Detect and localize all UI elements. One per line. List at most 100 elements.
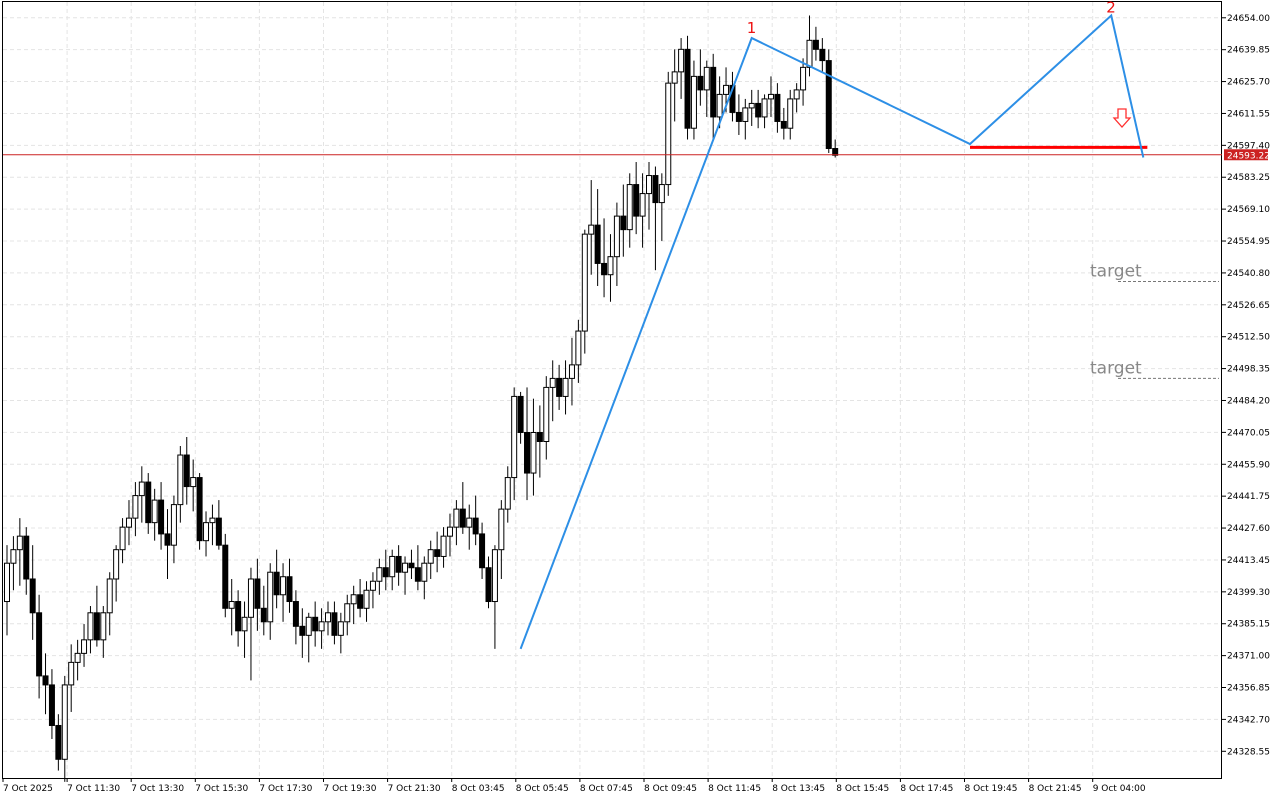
candle-body <box>466 517 473 528</box>
current-price-value: 24593.22 <box>1227 151 1270 161</box>
candle-body <box>81 639 88 654</box>
candle-body <box>23 535 30 580</box>
y-axis: 24654.00 24639.85 24625.70 24611.55 24597.40… <box>1222 14 1270 757</box>
plot-area-border <box>2 1 1222 779</box>
candle-body <box>119 526 126 551</box>
candle-body <box>581 233 588 332</box>
candle-body <box>395 555 402 573</box>
y-tick-label: 24611.55 <box>1227 109 1270 119</box>
candle-body <box>511 395 518 479</box>
candle-body <box>633 184 640 217</box>
candle-body <box>363 589 370 609</box>
candle-body <box>170 504 177 546</box>
y-tick-label: 24639.85 <box>1227 46 1270 56</box>
candle-body <box>498 508 505 551</box>
candle-body <box>93 612 100 641</box>
y-tick-label: 24625.70 <box>1227 78 1270 88</box>
target-label-1: target <box>1090 261 1142 281</box>
x-tick-label: 8 Oct 07:45 <box>580 784 633 794</box>
candle-body <box>710 66 717 118</box>
candle-body <box>620 215 627 231</box>
candle-body <box>331 612 338 636</box>
candle-body <box>203 522 210 542</box>
candle-body <box>286 576 293 603</box>
candle-body <box>446 526 453 537</box>
candle-body <box>369 580 376 591</box>
x-tick-label: 8 Oct 19:45 <box>965 784 1018 794</box>
down-arrow-icon <box>1112 108 1132 128</box>
x-axis: 7 Oct 2025 7 Oct 11:30 7 Oct 13:30 7 Oct 15… <box>2 778 1146 794</box>
candle-body <box>414 567 421 582</box>
current-price-tag-bg <box>1224 149 1268 161</box>
candle-body <box>376 567 383 582</box>
candle-body <box>48 684 55 726</box>
candle-body <box>389 555 396 578</box>
candle-body <box>671 71 678 84</box>
candle-body <box>87 612 94 641</box>
candle-body <box>267 571 274 623</box>
candle-body <box>145 481 152 524</box>
candle-body <box>222 544 229 609</box>
candle-body <box>402 562 409 573</box>
x-tick-label: 8 Oct 21:45 <box>1029 784 1082 794</box>
candle-body <box>767 93 774 100</box>
x-tick-label: 8 Oct 13:45 <box>772 784 825 794</box>
zigzag-line <box>519 13 1145 650</box>
candle-body <box>453 508 460 528</box>
candle-body <box>479 533 486 569</box>
candle-body <box>280 576 287 596</box>
candle-body <box>626 184 633 231</box>
target-label-2: target <box>1090 358 1142 378</box>
candle-body <box>42 675 49 686</box>
candle-body <box>780 120 787 129</box>
x-tick-label: 7 Oct 15:30 <box>195 784 248 794</box>
candle-body <box>177 454 184 506</box>
y-tick-label: 24441.75 <box>1227 492 1270 502</box>
x-tick-label: 8 Oct 05:45 <box>516 784 569 794</box>
candle-body <box>196 477 203 542</box>
candle-body <box>742 107 749 122</box>
candle-body <box>729 84 736 113</box>
candle-body <box>215 517 222 546</box>
candle-body <box>10 549 17 564</box>
candle-body <box>106 578 113 614</box>
candle-body <box>504 477 511 510</box>
candle-body <box>260 607 267 623</box>
candle-body <box>825 60 832 150</box>
candle-body <box>530 431 537 474</box>
candle-body <box>536 431 543 443</box>
candle-body <box>601 262 608 276</box>
y-tick-label: 24597.40 <box>1227 141 1270 151</box>
x-tick-label: 7 Oct 13:30 <box>131 784 184 794</box>
overlays: target target 1 2 <box>3 0 1222 650</box>
candle-body <box>812 39 819 50</box>
candle-body <box>755 102 762 118</box>
candle-body <box>132 495 139 519</box>
candle-body <box>408 562 415 569</box>
x-tick-label: 8 Oct 09:45 <box>644 784 697 794</box>
candle-body <box>241 616 248 632</box>
candle-body <box>312 616 319 632</box>
candle-body <box>703 66 710 91</box>
candle-body <box>613 215 620 258</box>
candle-body <box>658 184 665 204</box>
y-tick-label: 24569.10 <box>1227 205 1270 215</box>
candle-body <box>568 364 575 379</box>
candle-body <box>235 601 242 632</box>
candle-body <box>819 48 826 62</box>
x-tick-label: 8 Oct 17:45 <box>900 784 953 794</box>
wave-label-1: 1 <box>747 19 757 37</box>
candle-body <box>382 567 389 578</box>
candle-body <box>273 571 280 596</box>
candle-body <box>748 102 755 109</box>
candle-body <box>318 621 325 632</box>
y-tick-label: 24356.85 <box>1227 684 1270 694</box>
y-tick-label: 24385.15 <box>1227 620 1270 630</box>
candle-body <box>697 75 704 91</box>
candle-body <box>787 98 794 129</box>
candle-body <box>690 75 697 129</box>
candle-body <box>4 562 10 603</box>
candle-body <box>29 578 36 614</box>
candle-body <box>832 148 839 156</box>
